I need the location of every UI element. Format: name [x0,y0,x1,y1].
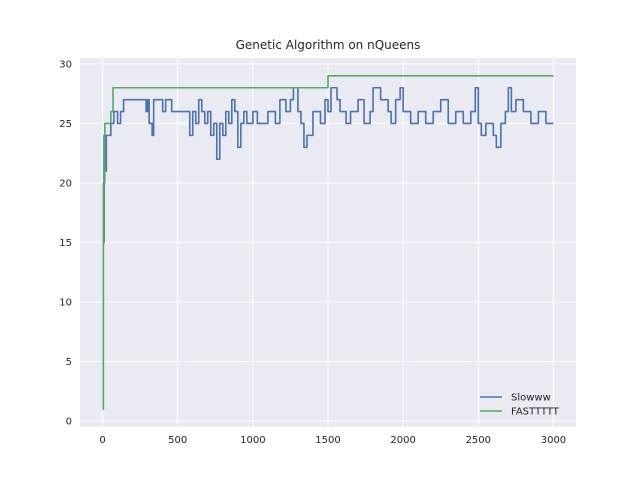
legend: Slowww FASTTTTT [480,393,560,418]
x-tick-label: 1500 [315,435,340,446]
y-tick-label: 15 [59,238,72,249]
series-layer [102,75,554,410]
x-tick-label: 0 [99,435,105,446]
y-tick-label: 10 [59,298,72,309]
y-tick-label: 0 [66,417,72,428]
x-tick-label: 2000 [390,435,415,446]
x-tick-label: 2500 [466,435,491,446]
x-tick-label: 500 [168,435,187,446]
series-line-fasttttt [102,75,554,410]
legend-label: Slowww [511,393,551,404]
legend-label: FASTTTTT [511,407,560,418]
y-tick-label: 25 [59,119,72,130]
x-tick-label: 1000 [240,435,265,446]
tick-labels: 0 500 1000 1500 2000 2500 3000 0 5 10 15 20 25 30 [59,59,566,446]
y-tick-label: 5 [66,357,72,368]
y-tick-label: 20 [59,178,72,189]
x-tick-label: 3000 [541,435,566,446]
chart-title: Genetic Algorithm on nQueens [236,38,421,52]
series-line-slowww [102,86,554,410]
y-tick-label: 30 [59,59,72,70]
